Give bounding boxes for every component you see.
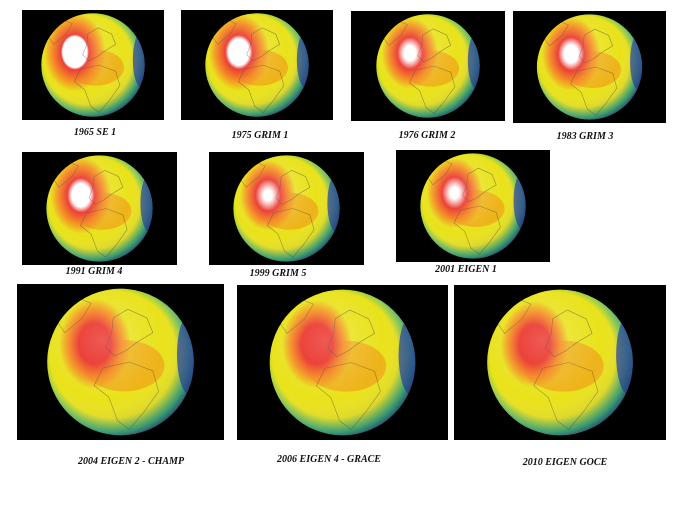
globe-illustration (233, 155, 340, 262)
globe-illustration (269, 289, 416, 436)
globe-shading (376, 14, 480, 118)
panel-caption: 1976 GRIM 2 (398, 130, 456, 141)
panel-caption: 1991 GRIM 4 (65, 266, 123, 277)
globe-illustration (205, 13, 309, 117)
geoid-panel (22, 152, 177, 265)
globe-illustration (420, 153, 526, 259)
globe-illustration (46, 155, 153, 262)
panel-caption: 2004 EIGEN 2 - CHAMP (77, 456, 185, 467)
globe-shading (536, 14, 643, 120)
globe-shading (41, 13, 145, 117)
globe-shading (269, 289, 416, 436)
geoid-panel (396, 150, 550, 262)
panel-caption: 2010 EIGEN GOCE (522, 457, 608, 468)
globe-shading (205, 13, 309, 117)
globe-illustration (41, 13, 145, 117)
geoid-panel (513, 11, 666, 123)
globe-shading (46, 155, 153, 262)
geoid-panel (17, 284, 224, 440)
geoid-panel (351, 11, 505, 121)
geoid-panel (209, 152, 364, 265)
globe-illustration (487, 289, 633, 436)
panel-caption: 2006 EIGEN 4 - GRACE (277, 454, 381, 465)
globe-illustration (47, 288, 194, 436)
panel-caption: 1965 SE 1 (73, 127, 117, 138)
globe-illustration (536, 14, 643, 120)
panel-caption: 1975 GRIM 1 (231, 130, 289, 141)
geoid-panel (22, 10, 164, 120)
globe-shading (233, 155, 340, 262)
globe-shading (47, 288, 194, 436)
globe-shading (420, 153, 526, 259)
globe-illustration (376, 14, 480, 118)
panel-caption: 1983 GRIM 3 (556, 131, 614, 142)
globe-shading (487, 289, 633, 436)
geoid-panel (181, 10, 333, 120)
panel-caption: 2001 EIGEN 1 (435, 264, 497, 275)
geoid-panel (237, 285, 448, 440)
geoid-panel (454, 285, 666, 440)
panel-caption: 1999 GRIM 5 (249, 268, 307, 279)
